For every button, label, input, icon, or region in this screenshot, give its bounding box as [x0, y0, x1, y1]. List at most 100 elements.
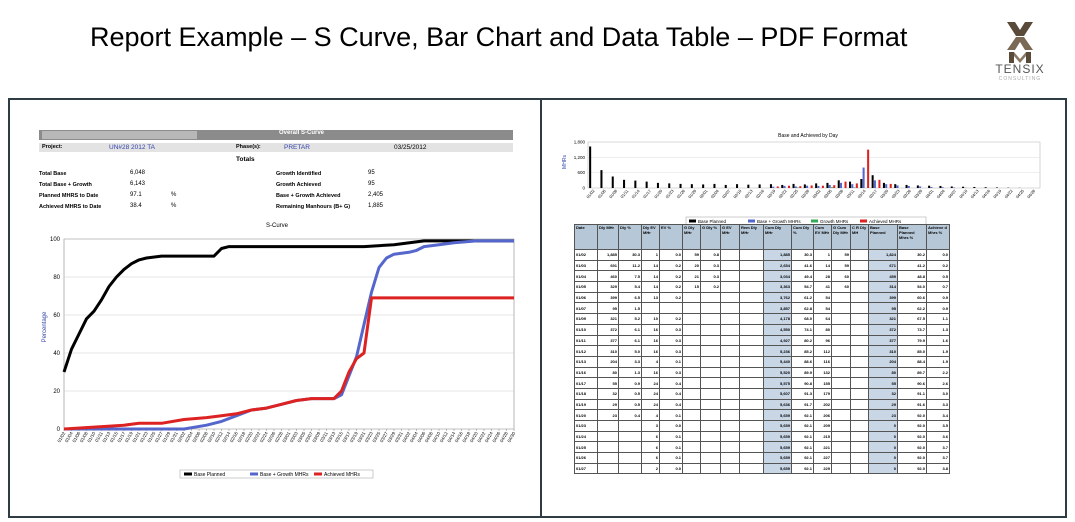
table-cell	[700, 334, 721, 347]
s-curve-xtick-label: 04/08	[424, 431, 434, 444]
bar-chart-bar	[833, 185, 836, 188]
table-cell	[700, 387, 721, 400]
table-cell	[739, 462, 764, 475]
table-cell: 3,034	[763, 270, 792, 283]
table-cell: 48.8	[897, 270, 927, 283]
table-cell	[850, 462, 869, 475]
table-cell: 2	[641, 462, 660, 475]
bar-chart-ytick-label: 1,200	[574, 155, 586, 160]
bar-chart-bar	[885, 184, 888, 188]
table-cell: 5,636	[763, 398, 792, 411]
table-row: 01/05 329 5.4 14 0.2 15 0.2 3,363 54.7 41 60 314 54.…	[574, 281, 950, 293]
table-cell: 0.0	[659, 249, 683, 261]
table-cell: 92.0	[897, 441, 927, 454]
table-cell: 5,659	[763, 452, 792, 464]
table-cell	[700, 441, 721, 454]
table-cell: 55	[597, 377, 619, 389]
table-cell: 14	[641, 281, 660, 293]
table-cell: 0.3	[700, 270, 721, 283]
table-cell	[597, 441, 619, 454]
bar-chart-xtick-label: 01/17	[642, 188, 653, 199]
s-curve-xtick-label: 01/19	[124, 431, 134, 444]
table-row: 01/23 3 0.0 5,659 92.1 209 0 92.0 3.5	[574, 420, 950, 432]
table-cell: 92.0	[897, 430, 927, 443]
table-cell	[720, 430, 740, 443]
bar-chart-xtick-label: 04/04	[936, 188, 947, 199]
table-cell	[682, 345, 701, 357]
s-curve-xtick-label: 02/28	[274, 431, 284, 444]
table-cell: 95	[597, 302, 619, 315]
table-cell: 62.8	[791, 302, 814, 315]
s-curve-series-line	[63, 296, 514, 431]
table-cell: 0.0	[659, 420, 683, 432]
total-base-growth-label: Total Base + Growth	[39, 182, 92, 188]
table-cell: 01/17	[574, 377, 598, 389]
table-cell	[700, 430, 721, 443]
logo-subtext: CONSULTING	[998, 76, 1042, 82]
table-cell: 90.8	[791, 377, 814, 389]
bar-chart-xtick-label: 02/16	[755, 188, 766, 199]
table-cell	[850, 409, 869, 421]
bar-chart-xtick-label: 02/13	[743, 188, 754, 199]
table-cell	[659, 302, 683, 315]
table-cell: 54	[813, 291, 832, 304]
table-cell: 20	[682, 259, 701, 272]
s-curve-legend-swatch	[184, 472, 192, 476]
bar-chart-bar	[905, 184, 908, 188]
planned-mhrs-value: 97.1	[130, 192, 142, 198]
table-cell: 14	[641, 270, 660, 283]
table-row: 01/24 6 0.1 5,659 92.1 215 0 92.0 3.6	[574, 430, 950, 443]
bar-chart-bar	[896, 185, 899, 188]
table-cell: 14	[813, 259, 832, 272]
table-cell: 92.0	[897, 420, 927, 432]
s-curve-xtick-label: 01/02	[56, 431, 66, 444]
table-header-cell: Dly %	[618, 224, 642, 250]
table-cell	[720, 259, 740, 272]
table-header-cell: Dly EV MHr	[641, 224, 660, 250]
growth-achieved-label: Growth Achieved	[276, 182, 322, 188]
table-row: 01/17 55 0.9 24 0.4 5,575 90.8 155 55 90.6 2.6	[574, 377, 950, 389]
table-cell	[831, 366, 851, 379]
table-cell	[682, 313, 701, 325]
table-cell: 221	[813, 441, 832, 454]
table-cell: 74.1	[791, 323, 814, 336]
table-cell	[831, 334, 851, 347]
table-cell: 6	[641, 452, 660, 464]
bar-chart-xtick-label: 03/08	[834, 188, 845, 199]
table-cell: 1.3	[618, 366, 642, 379]
s-curve-xtick-label: 02/22	[251, 431, 261, 444]
table-cell	[739, 270, 764, 283]
table-cell	[831, 409, 851, 421]
bar-chart-xtick-label: 01/02	[585, 188, 596, 199]
table-cell	[850, 430, 869, 443]
table-cell	[831, 441, 851, 454]
s-curve-series-line	[62, 239, 514, 373]
bar-chart-xtick-label: 01/23	[664, 188, 675, 199]
table-cell: 41.6	[791, 259, 814, 272]
bar-chart-bar	[837, 180, 840, 188]
table-cell: 3,762	[763, 291, 792, 304]
s-curve-xtick-label: 03/31	[394, 431, 404, 444]
phase-label: Phase(s):	[236, 144, 261, 150]
table-cell: 01/09	[574, 313, 598, 325]
bar-chart-ytick-label: 1,800	[574, 140, 586, 145]
table-cell: 5.2	[618, 313, 642, 325]
table-cell: 321	[868, 313, 898, 325]
table-cell	[720, 281, 740, 293]
table-cell	[682, 366, 701, 379]
table-cell: 3.8	[926, 462, 950, 475]
bar-chart-bar	[867, 149, 870, 188]
bar-chart-ylabel: MHRs	[562, 155, 568, 169]
bar-chart-legend-swatch	[860, 219, 867, 223]
s-curve-xtick-label: 01/25	[146, 431, 156, 444]
s-curve-xtick-label: 03/03	[289, 431, 299, 444]
table-cell: 0.8	[700, 249, 721, 261]
table-cell	[850, 377, 869, 389]
table-cell	[682, 387, 701, 400]
s-curve-xtick-label: 04/28	[499, 431, 509, 444]
table-cell: 54	[813, 302, 832, 315]
bar-chart-bar	[919, 186, 922, 188]
bar-chart-bar	[589, 146, 592, 188]
table-cell: 29	[868, 398, 898, 411]
table-cell: 11.2	[618, 259, 642, 272]
